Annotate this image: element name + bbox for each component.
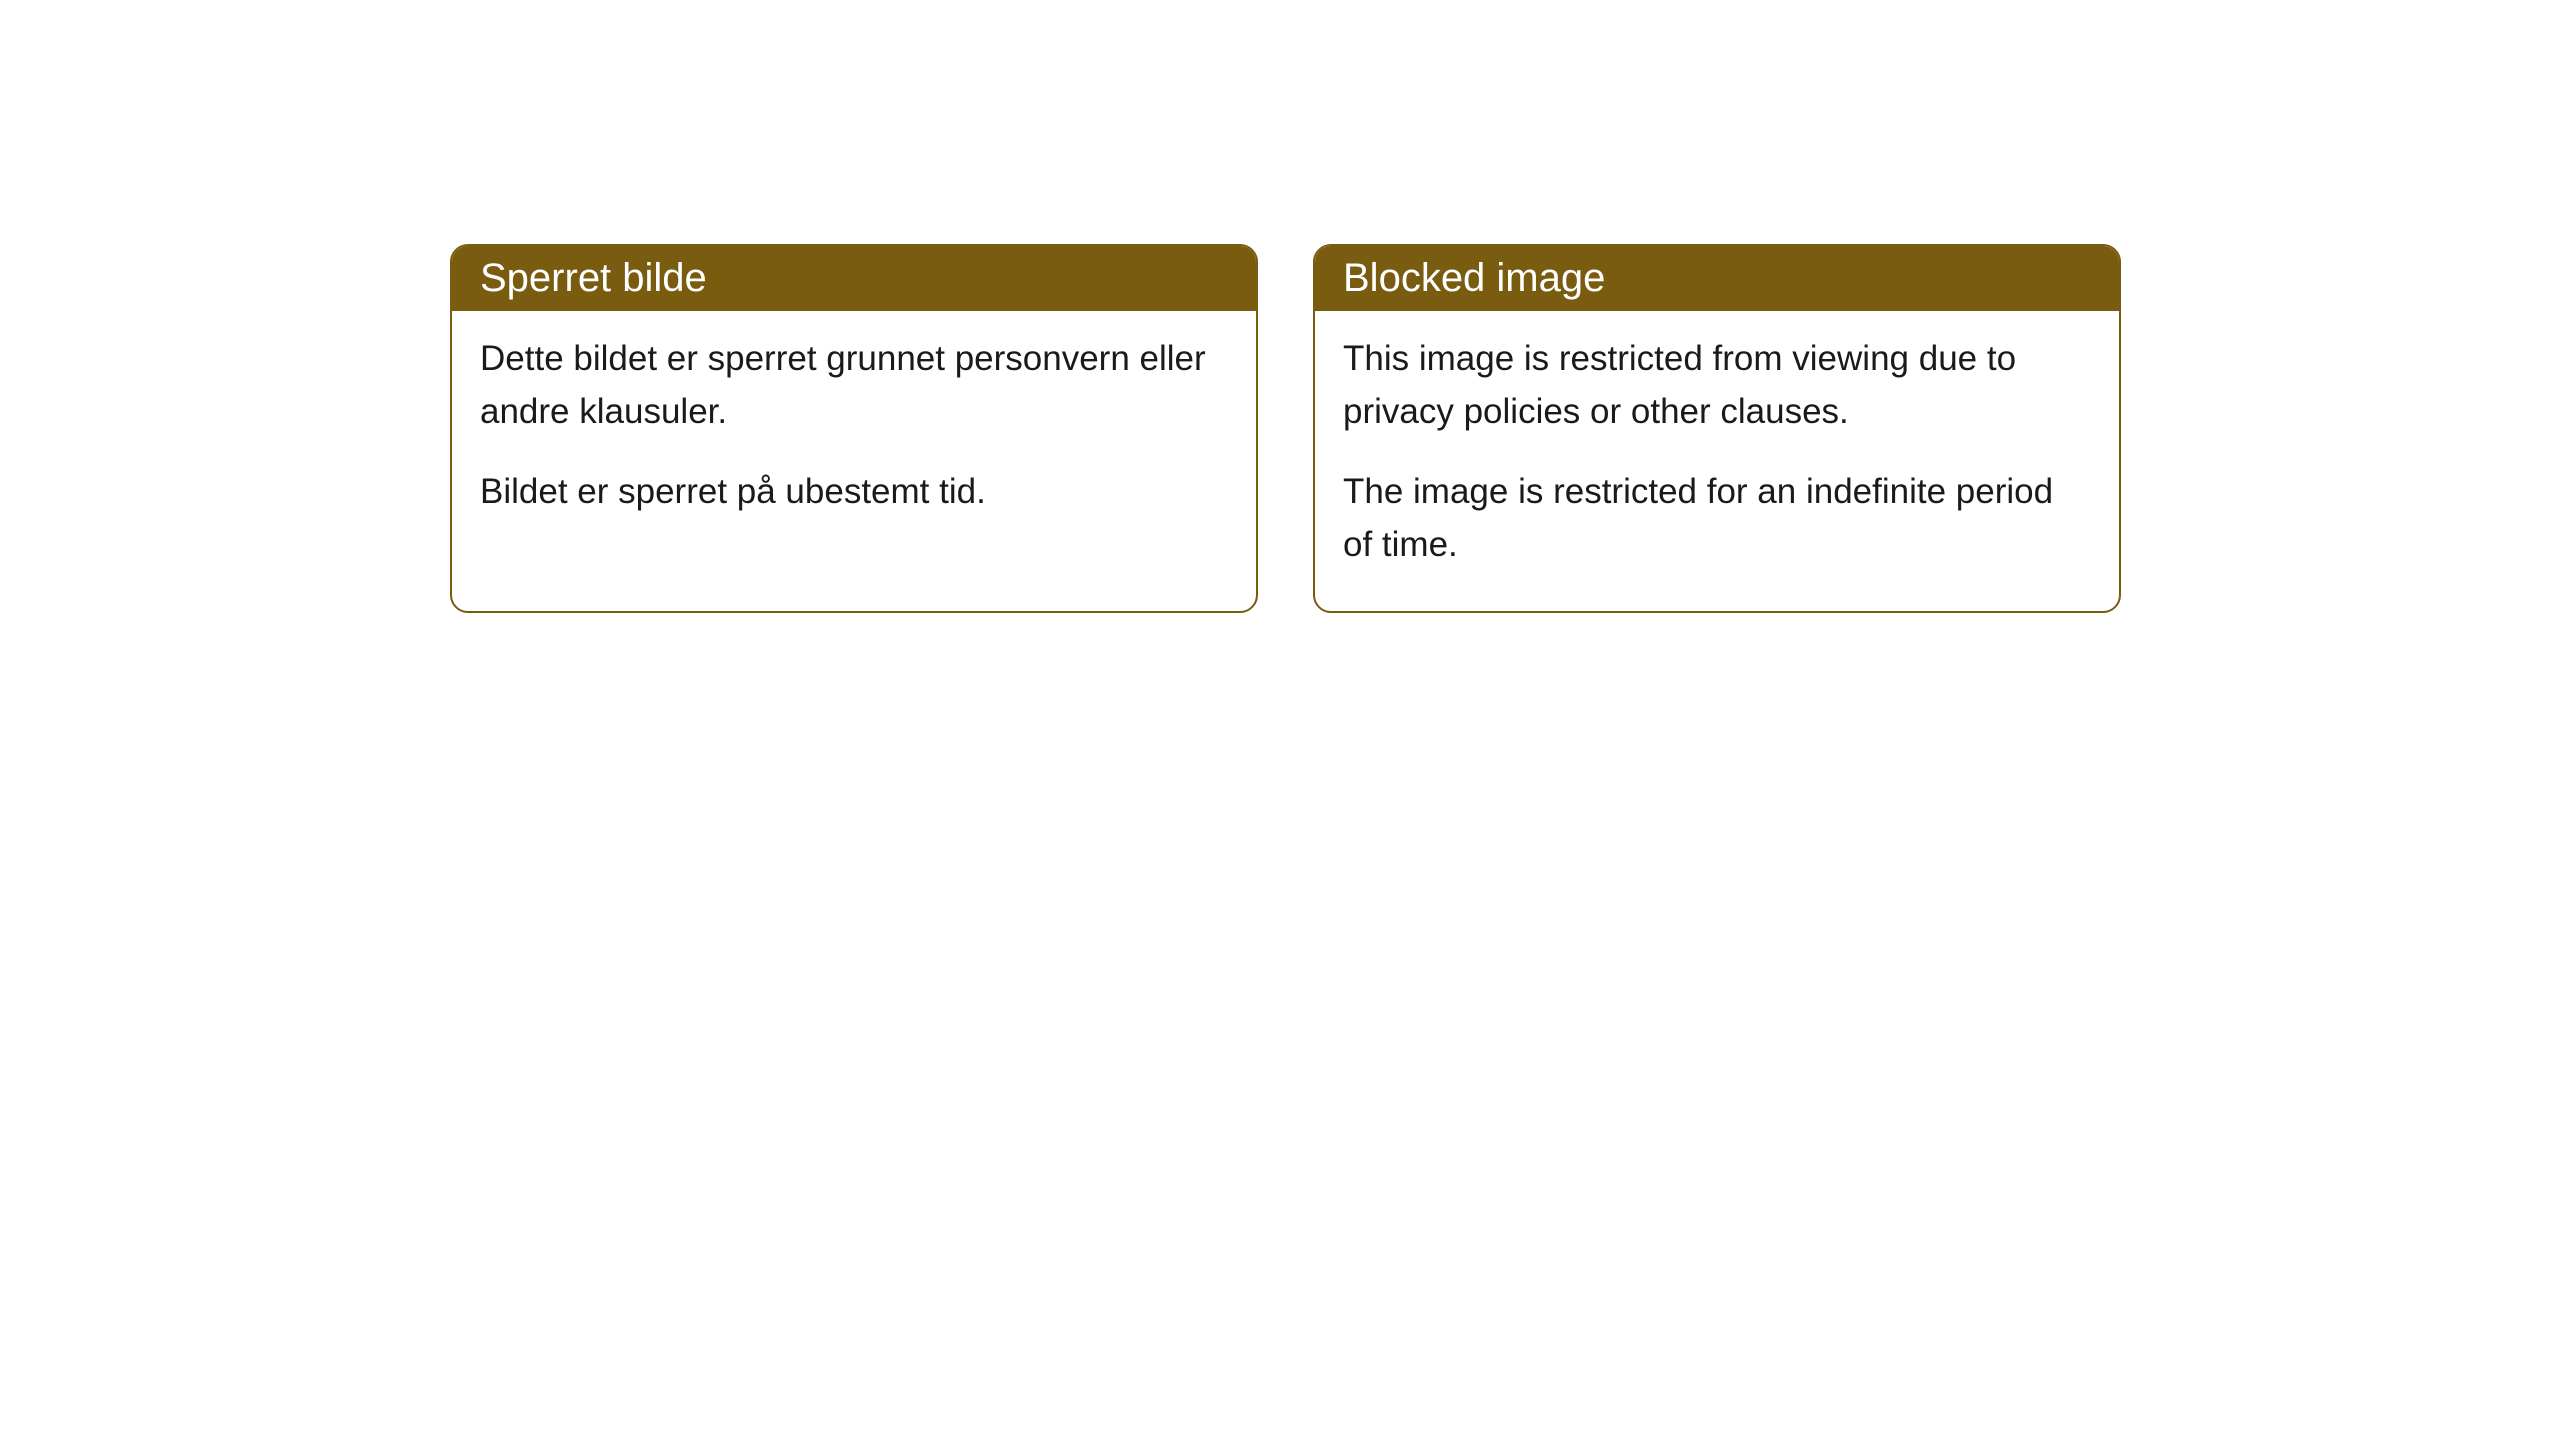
blocked-image-card-english: Blocked image This image is restricted f… [1313,244,2121,613]
blocked-image-cards-container: Sperret bilde Dette bildet er sperret gr… [450,244,2121,613]
card-paragraph-1: This image is restricted from viewing du… [1343,333,2091,438]
blocked-image-card-norwegian: Sperret bilde Dette bildet er sperret gr… [450,244,1258,613]
card-paragraph-2: Bildet er sperret på ubestemt tid. [480,466,1228,519]
card-body-norwegian: Dette bildet er sperret grunnet personve… [452,311,1256,559]
card-paragraph-1: Dette bildet er sperret grunnet personve… [480,333,1228,438]
card-header-english: Blocked image [1315,246,2119,311]
card-body-english: This image is restricted from viewing du… [1315,311,2119,611]
card-title: Blocked image [1343,256,1605,300]
card-title: Sperret bilde [480,256,707,300]
card-paragraph-2: The image is restricted for an indefinit… [1343,466,2091,571]
card-header-norwegian: Sperret bilde [452,246,1256,311]
